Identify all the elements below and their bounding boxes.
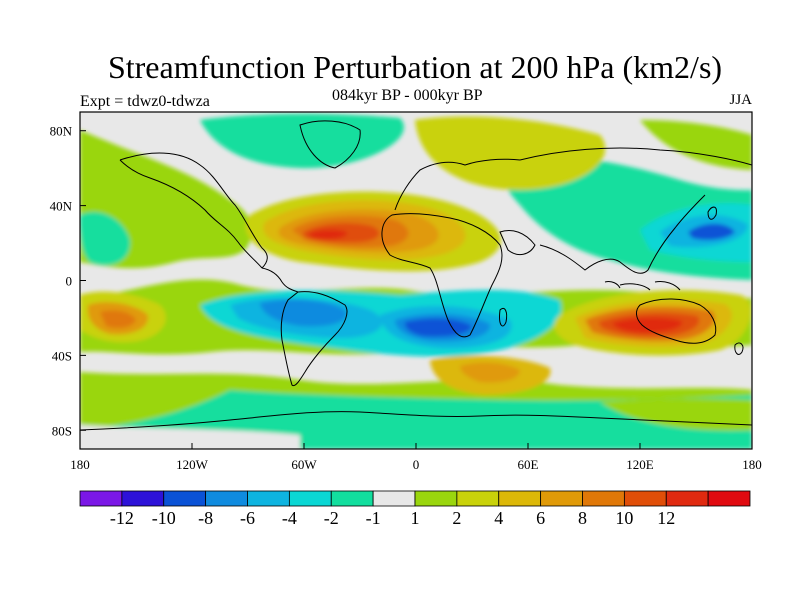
colorbar-label: 1 — [411, 508, 420, 528]
x-tick-label: 180 — [742, 457, 762, 472]
contour-region — [308, 229, 348, 240]
contour-region — [612, 317, 683, 333]
colorbar-swatch — [330, 490, 374, 507]
contour-region — [688, 223, 735, 240]
central-america-coast — [261, 267, 299, 293]
colorbar-label: -2 — [324, 508, 339, 528]
antarctica-coast — [80, 411, 752, 431]
colorbar-swatch — [163, 490, 207, 507]
contour-region — [80, 425, 300, 449]
contour-region — [600, 398, 752, 431]
x-tick-label: 120E — [626, 457, 654, 472]
colorbar-label: 12 — [657, 508, 675, 528]
x-tick-label: 60W — [291, 457, 317, 472]
australia-coast — [636, 298, 717, 344]
colorbar-swatch — [79, 490, 123, 507]
colorbar-label: 2 — [452, 508, 461, 528]
japan-coast — [707, 206, 717, 220]
map-title: Streamfunction Perturbation at 200 hPa (… — [107, 49, 723, 85]
colorbar-label: 4 — [494, 508, 503, 528]
x-tick-label: 120W — [176, 457, 209, 472]
south-america-coast — [280, 291, 348, 387]
contour-region — [460, 362, 520, 383]
contour-region — [415, 116, 606, 190]
y-tick-label: 40N — [50, 199, 73, 214]
season-label: JJA — [729, 92, 752, 108]
colorbar-label: -6 — [240, 508, 255, 528]
colorbar-swatch — [288, 490, 332, 507]
colorbar-swatch — [247, 490, 290, 507]
y-tick-label: 80S — [52, 423, 72, 438]
contour-region — [200, 113, 404, 169]
north-america-coast — [119, 152, 268, 269]
contour-region — [100, 310, 136, 328]
colorbar-swatch — [121, 490, 165, 507]
new-zealand-coast — [734, 342, 744, 355]
madagascar-coast — [499, 307, 508, 327]
colorbar-swatch — [582, 490, 625, 507]
colorbar-label: -12 — [110, 508, 134, 528]
colorbar-swatch — [623, 490, 667, 507]
longitude-axis: 180 120W 60W 0 60E 120E 180 — [70, 443, 762, 472]
colorbar-swatch — [414, 490, 458, 507]
africa-coast — [381, 213, 503, 338]
time-range-subtitle: 084kyr BP - 000kyr BP — [332, 87, 483, 104]
colorbar-label: -10 — [152, 508, 176, 528]
experiment-label: Expt = tdwz0-tdwza — [80, 93, 210, 110]
contour-fill-layer — [80, 113, 752, 449]
colorbar-label: 6 — [536, 508, 545, 528]
europe-coast — [394, 158, 521, 211]
maritime-continent-coast — [604, 281, 681, 291]
latitude-axis: 80N 40N 0 40S 80S — [50, 124, 86, 438]
y-tick-label: 80N — [50, 124, 73, 139]
colorbar: -12 -10 -8 -6 -4 -2 -1 1 2 4 6 8 10 12 — [79, 490, 751, 528]
coastlines — [80, 120, 752, 431]
colorbar-label: -1 — [366, 508, 381, 528]
colorbar-swatch — [372, 490, 416, 507]
colorbar-swatch — [456, 490, 500, 507]
x-tick-label: 180 — [70, 457, 90, 472]
colorbar-swatch — [707, 490, 751, 507]
colorbar-label: -8 — [198, 508, 213, 528]
colorbar-label: -4 — [282, 508, 297, 528]
y-tick-label: 40S — [52, 348, 72, 363]
colorbar-swatch — [540, 490, 583, 507]
colorbar-swatch — [205, 490, 248, 507]
colorbar-swatch — [665, 490, 709, 507]
asia-coast — [519, 147, 752, 274]
greenland-coast — [299, 120, 361, 169]
x-tick-label: 60E — [518, 457, 539, 472]
colorbar-label: 8 — [578, 508, 587, 528]
colorbar-swatch — [498, 490, 542, 507]
x-tick-label: 0 — [413, 457, 420, 472]
arabia-coast — [499, 230, 536, 256]
y-tick-label: 0 — [66, 274, 73, 289]
colorbar-label: 10 — [615, 508, 633, 528]
contour-region — [80, 211, 131, 266]
